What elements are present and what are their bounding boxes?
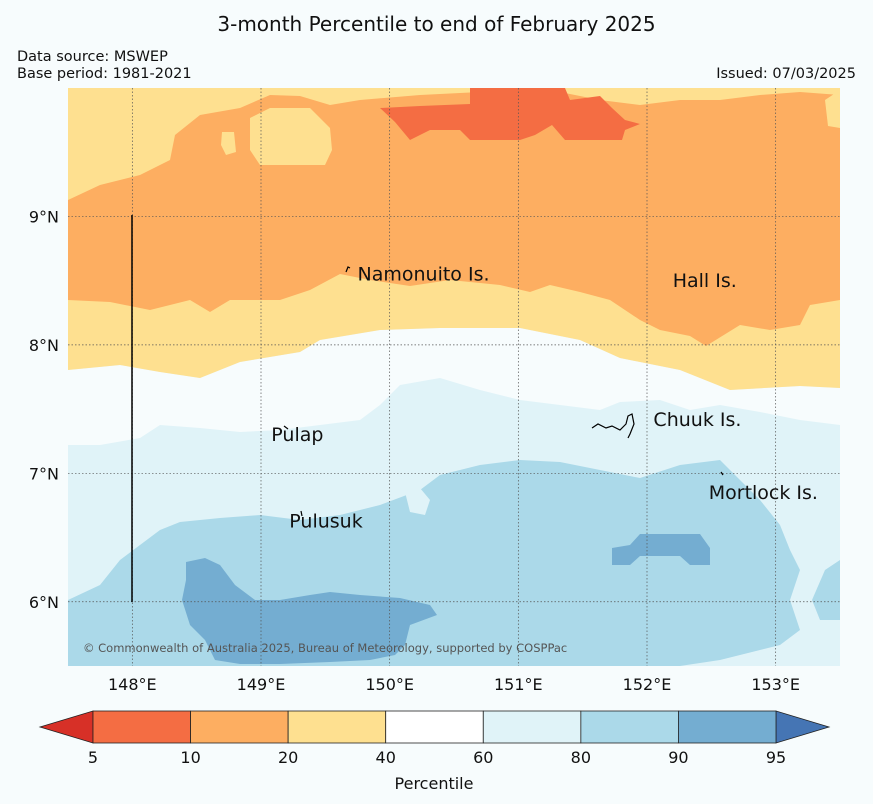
lon-tick-label: 149°E xyxy=(237,675,286,694)
colorbar-tick-label: 20 xyxy=(278,748,298,767)
band-20-40-hole-5 xyxy=(825,90,840,128)
band-5-10 xyxy=(380,88,640,140)
band-90-95-west xyxy=(182,558,437,664)
issued-date: Issued: 07/03/2025 xyxy=(716,66,856,82)
band-90-95-east xyxy=(612,534,710,565)
gridlines xyxy=(68,88,840,666)
pulap-atoll xyxy=(283,425,289,430)
band-20-40-hole-4 xyxy=(221,132,236,155)
latitude-labels: 9°N 8°N 7°N 6°N xyxy=(29,207,59,611)
namonuito-atoll xyxy=(345,266,351,273)
lat-tick-label: 7°N xyxy=(29,464,59,483)
colorbar-tick-label: 60 xyxy=(473,748,493,767)
colorbar-tick-label: 5 xyxy=(88,748,98,767)
place-label: Mortlock Is. xyxy=(709,482,818,504)
colorbar-tick-label: 40 xyxy=(376,748,396,767)
band-80-90-east xyxy=(812,560,840,620)
colorbar-segment xyxy=(580,710,679,744)
place-label: Chuuk Is. xyxy=(653,409,741,431)
lon-tick-label: 150°E xyxy=(365,675,414,694)
mortlock-atoll xyxy=(720,471,724,476)
base-period: Base period: 1981-2021 xyxy=(17,66,192,82)
colorbar-segment xyxy=(92,710,191,744)
colorbar-extend-high xyxy=(775,710,831,744)
colorbar-tick-label: 80 xyxy=(571,748,591,767)
place-label: Pulap xyxy=(271,424,323,446)
lat-tick-label: 6°N xyxy=(29,593,59,612)
colorbar-segment xyxy=(190,710,289,744)
lon-tick-label: 151°E xyxy=(494,675,543,694)
band-20-40-hole-3 xyxy=(145,104,158,140)
band-20-40-hole-2 xyxy=(93,105,108,128)
place-label: Namonuito Is. xyxy=(358,264,490,286)
lon-tick-label: 153°E xyxy=(751,675,800,694)
colorbar-tick-label: 10 xyxy=(180,748,200,767)
lon-tick-label: 152°E xyxy=(623,675,672,694)
colorbar: 5 10 20 40 60 80 90 95 xyxy=(38,710,831,767)
longitude-labels: 148°E 149°E 150°E 151°E 152°E 153°E xyxy=(108,675,800,694)
lat-tick-label: 8°N xyxy=(29,336,59,355)
colorbar-segment xyxy=(678,710,777,744)
map-title: 3-month Percentile to end of February 20… xyxy=(217,12,656,36)
percentile-field xyxy=(68,88,840,666)
island-outlines xyxy=(283,266,724,517)
band-20-40-hole-1 xyxy=(250,108,332,165)
colorbar-tick-label: 95 xyxy=(766,748,786,767)
pulusuk-atoll xyxy=(300,510,303,517)
colorbar-segment xyxy=(385,710,484,744)
lon-tick-label: 148°E xyxy=(108,675,157,694)
data-source: Data source: MSWEP xyxy=(17,49,168,65)
lat-tick-label: 9°N xyxy=(29,207,59,226)
colorbar-extend-low xyxy=(38,710,94,744)
colorbar-label: Percentile xyxy=(395,774,474,793)
place-label: Pulusuk xyxy=(289,510,362,532)
colorbar-segment xyxy=(287,710,387,744)
copyright-text: © Commonwealth of Australia 2025, Bureau… xyxy=(83,641,567,655)
meta-left: Data source: MSWEP Base period: 1981-202… xyxy=(17,49,192,83)
band-60-80-pocket xyxy=(405,488,430,515)
colorbar-segment xyxy=(482,710,582,744)
place-labels: Namonuito Is. Hall Is. Pulap Chuuk Is. Mortl… xyxy=(271,264,818,533)
colorbar-tick-label: 90 xyxy=(668,748,688,767)
chuuk-lagoon xyxy=(591,413,635,439)
place-label: Hall Is. xyxy=(673,270,737,292)
band-40-60 xyxy=(68,328,840,445)
